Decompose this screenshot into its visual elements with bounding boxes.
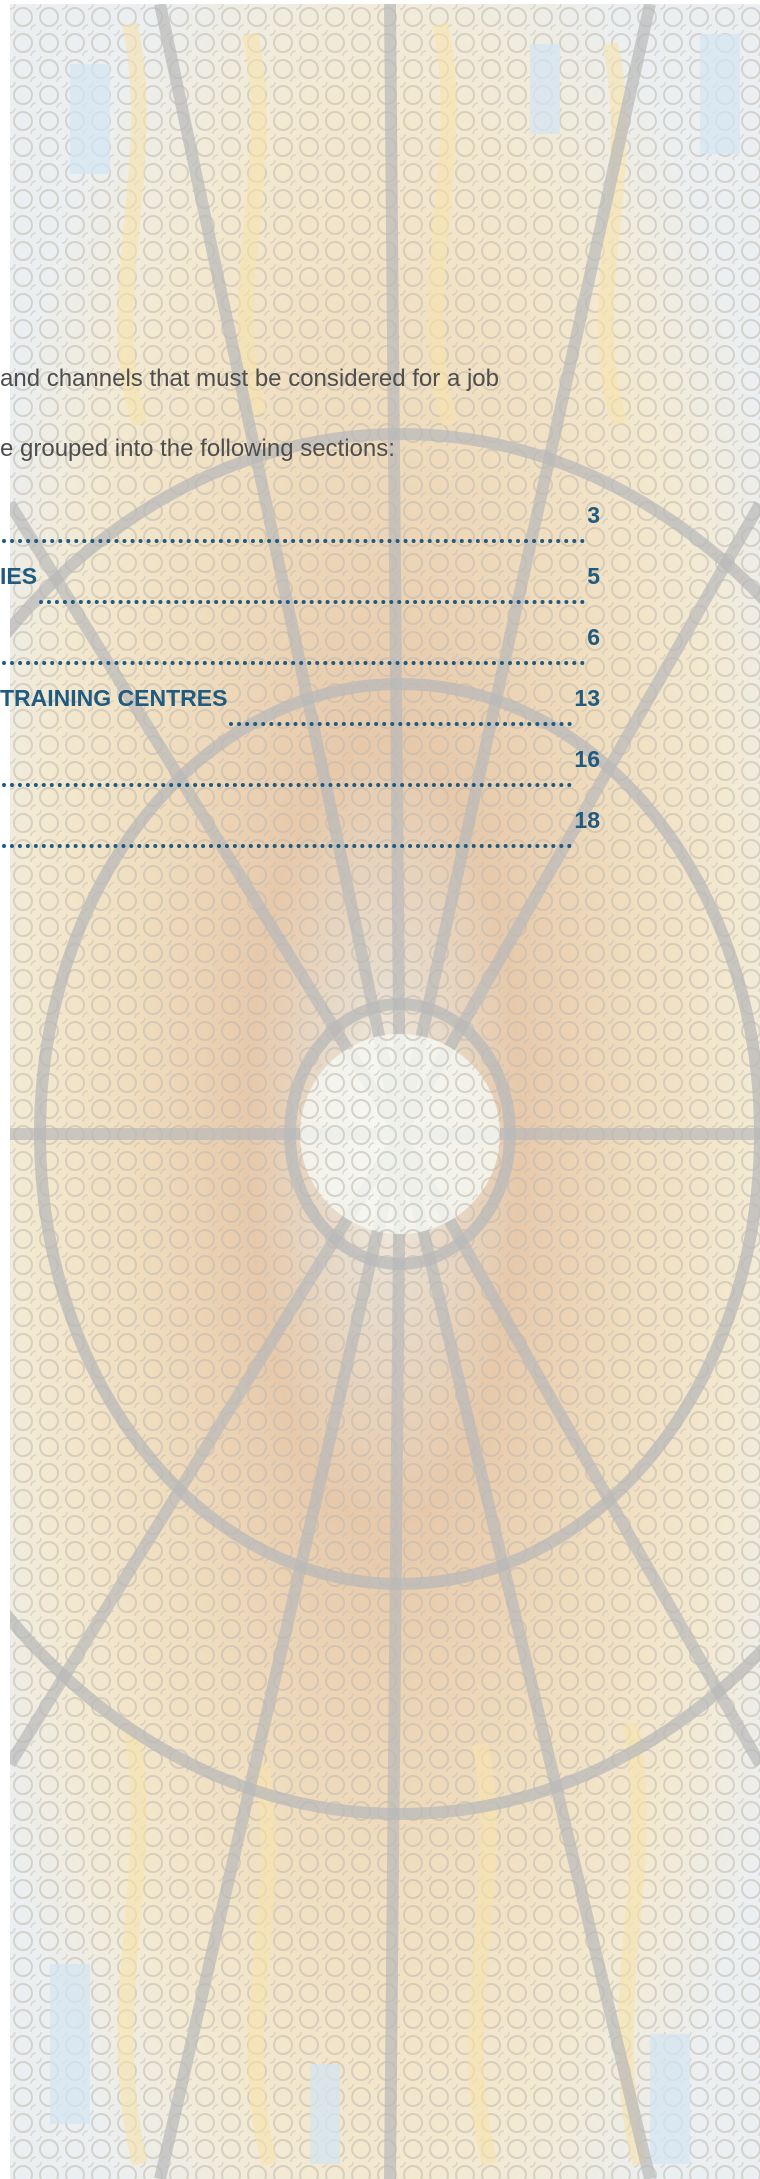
stained-glass-dome-background: [10, 4, 760, 2179]
toc-page-number: 13: [574, 685, 600, 711]
toc-dot-leader: [2, 843, 573, 848]
toc-entry-title: IES: [0, 563, 38, 589]
toc-entry[interactable]: TRAINING CENTRES 13: [0, 685, 600, 746]
toc-entry[interactable]: 6: [0, 624, 600, 685]
toc-dot-leader: [2, 538, 586, 543]
intro-line-2: e grouped into the following sections:: [0, 435, 395, 462]
toc-page-number: 3: [587, 502, 600, 528]
toc-dot-leader: [2, 660, 586, 665]
toc-entry[interactable]: IES 5: [0, 563, 600, 624]
toc-entry-title: TRAINING CENTRES: [0, 685, 228, 711]
toc-page-number: 16: [574, 746, 600, 772]
toc-entry[interactable]: 3: [0, 502, 600, 563]
intro-line-1: and channels that must be considered for…: [0, 365, 499, 392]
toc-dot-leader: [229, 721, 573, 726]
toc-entry[interactable]: 18: [0, 807, 600, 868]
toc-entry[interactable]: 16: [0, 746, 600, 807]
table-of-contents: 3 IES 5 6 TRAINING CENTRES 13 16 18: [0, 502, 600, 868]
toc-page-number: 6: [587, 624, 600, 650]
stained-glass-dome-image: [10, 4, 760, 2179]
toc-dot-leader: [2, 782, 573, 787]
toc-dot-leader: [39, 599, 586, 604]
toc-page-number: 18: [574, 807, 600, 833]
background-fade-overlay: [10, 4, 760, 2179]
toc-page-number: 5: [587, 563, 600, 589]
